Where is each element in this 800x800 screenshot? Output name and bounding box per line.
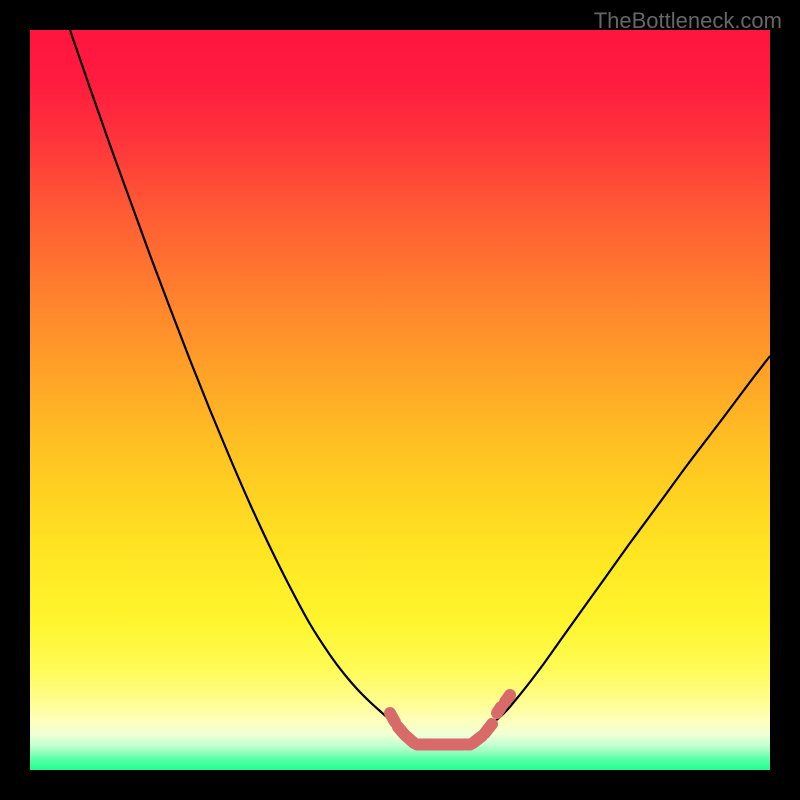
watermark-text: TheBottleneck.com xyxy=(594,8,782,34)
gradient-background xyxy=(30,30,770,770)
bottom-marker-5 xyxy=(485,724,492,733)
bottom-marker-7 xyxy=(505,695,510,702)
gradient-v-curve-chart xyxy=(30,30,770,770)
chart-container xyxy=(30,30,770,770)
bottom-marker-6 xyxy=(497,707,501,713)
bottom-marker-0 xyxy=(390,713,395,722)
